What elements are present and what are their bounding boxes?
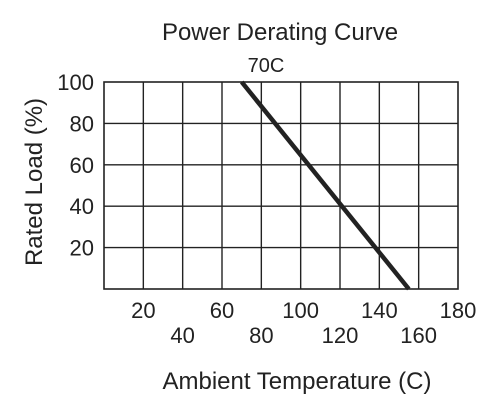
derating-line-0 [239, 80, 411, 291]
x-tick-label-6: 140 [361, 298, 398, 323]
plot-area [239, 80, 411, 291]
x-tick-label-8: 180 [440, 298, 477, 323]
grid [103, 81, 459, 290]
y-axis-label: Rated Load (%) [21, 98, 48, 266]
x-tick-label-3: 80 [249, 323, 273, 348]
x-tick-label-5: 120 [322, 323, 359, 348]
annotation-70c: 70C [248, 55, 285, 77]
x-tick-label-0: 20 [131, 298, 155, 323]
chart-title: Power Derating Curve [162, 19, 398, 46]
y-tick-label-0: 20 [70, 236, 94, 261]
x-tick-label-4: 100 [282, 298, 319, 323]
x-tick-label-7: 160 [400, 323, 437, 348]
x-tick-label-1: 40 [170, 323, 194, 348]
y-tick-label-2: 60 [70, 153, 94, 178]
y-tick-label-4: 100 [57, 70, 94, 95]
y-tick-labels: 20 40 60 80 100 [57, 70, 94, 261]
y-tick-label-1: 40 [70, 194, 94, 219]
x-tick-label-2: 60 [210, 298, 234, 323]
plot-frame [103, 81, 459, 290]
x-axis-label: Ambient Temperature (C) [163, 368, 432, 395]
y-tick-label-3: 80 [70, 111, 94, 136]
